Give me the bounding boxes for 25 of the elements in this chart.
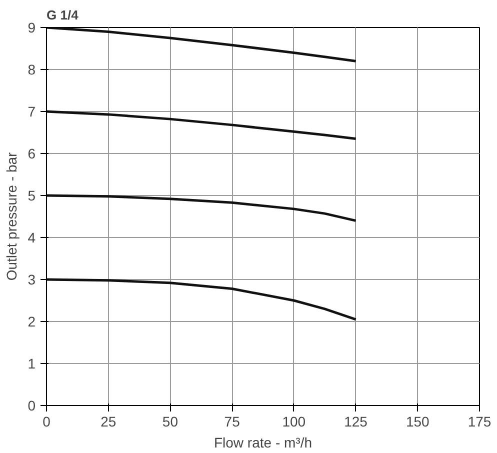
x-tick-label: 100 — [282, 414, 306, 430]
line-series — [46, 110, 358, 140]
y-tick-label: 5 — [28, 188, 36, 204]
x-tick-label: 125 — [344, 414, 368, 430]
y-tick-label: 4 — [28, 230, 36, 246]
y-tick-label: 2 — [28, 314, 36, 330]
y-axis-title: Outlet pressure - bar — [4, 152, 20, 281]
y-tick-label: 0 — [28, 398, 36, 414]
x-tick-label: 0 — [42, 414, 51, 430]
y-tick-label: 7 — [28, 104, 36, 120]
x-tick-label: 25 — [100, 414, 116, 430]
x-tick-label: 50 — [162, 414, 178, 430]
x-tick-label: 75 — [224, 414, 240, 430]
x-axis-title: Flow rate - m³/h — [214, 434, 312, 450]
line-series — [46, 28, 358, 62]
line-series — [46, 194, 358, 222]
x-tick-label: 175 — [468, 414, 492, 430]
y-tick-label: 9 — [28, 20, 36, 36]
line-series — [46, 278, 358, 321]
y-tick-label: 6 — [28, 146, 36, 162]
y-tick-label: 3 — [28, 272, 36, 288]
y-tick-label: 8 — [28, 62, 36, 78]
y-tick-label: 1 — [28, 356, 36, 372]
x-tick-label: 150 — [406, 414, 430, 430]
chart-title: G 1/4 — [46, 8, 80, 22]
